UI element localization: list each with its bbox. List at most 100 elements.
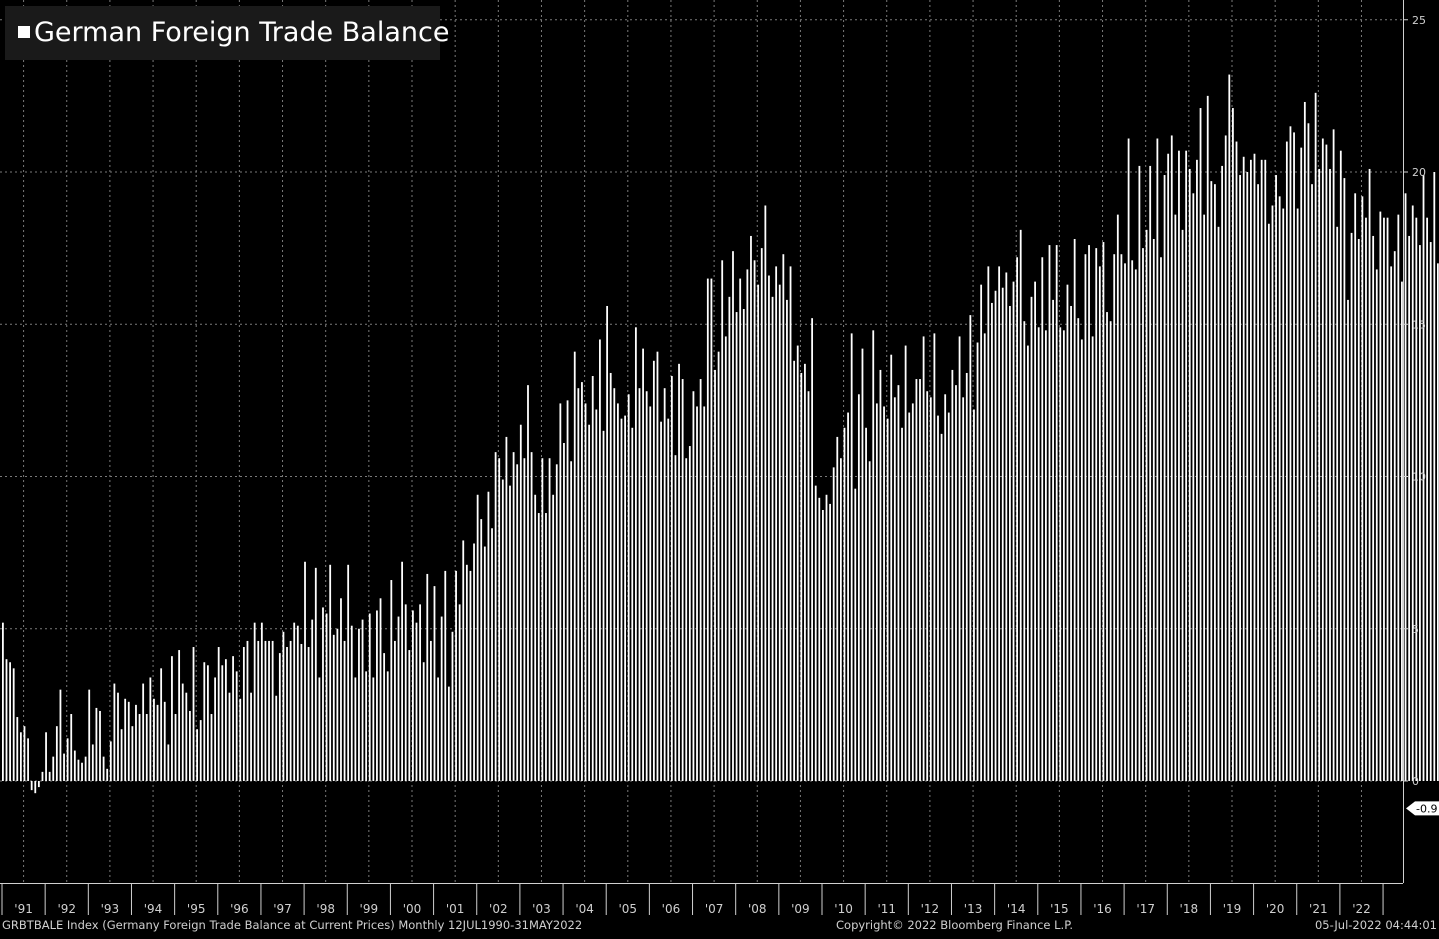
bar xyxy=(919,379,921,781)
bar xyxy=(1354,193,1357,781)
bar xyxy=(214,677,216,781)
bar xyxy=(91,744,94,781)
x-tick-label: '03 xyxy=(532,902,551,916)
bar xyxy=(1149,165,1152,781)
bar xyxy=(681,379,684,781)
bar xyxy=(12,668,15,781)
bar xyxy=(947,412,950,781)
bar xyxy=(800,372,803,781)
bar xyxy=(904,345,907,781)
bar xyxy=(386,671,389,781)
bar xyxy=(850,333,853,781)
bar xyxy=(1257,184,1259,781)
bar xyxy=(1084,254,1087,782)
bar xyxy=(1124,263,1126,782)
x-tick-label: '06 xyxy=(662,902,681,916)
bar xyxy=(1285,141,1288,782)
x-tick-label: '99 xyxy=(360,902,379,916)
bar xyxy=(1253,153,1256,782)
bar xyxy=(552,494,555,781)
bar xyxy=(825,494,828,781)
bar xyxy=(325,613,328,781)
bar xyxy=(573,351,576,781)
bar xyxy=(1426,217,1429,782)
bar xyxy=(1249,159,1252,781)
footer-ticker-description: GRBTBALE Index (Germany Foreign Trade Ba… xyxy=(2,918,583,932)
bar xyxy=(1098,266,1101,781)
bar xyxy=(235,671,238,781)
x-tick-label: '07 xyxy=(705,902,724,916)
bar xyxy=(1163,175,1166,782)
y-tick-label: 10 xyxy=(1412,471,1426,484)
bar xyxy=(1109,321,1112,781)
bar xyxy=(1260,159,1263,781)
bar xyxy=(228,692,231,781)
bar xyxy=(1127,138,1130,781)
bar xyxy=(412,610,414,781)
bar xyxy=(962,397,965,781)
bar xyxy=(512,452,515,781)
bar xyxy=(361,619,364,781)
bar xyxy=(1404,193,1407,781)
bar xyxy=(63,753,65,781)
bar xyxy=(1393,251,1396,782)
bar xyxy=(987,266,990,781)
bar xyxy=(476,494,479,781)
bar xyxy=(804,363,806,781)
bar xyxy=(771,296,774,781)
bar xyxy=(501,479,504,781)
bar xyxy=(494,452,497,781)
bar xyxy=(1052,299,1054,781)
bar xyxy=(1264,159,1267,781)
bar xyxy=(1091,336,1094,781)
x-tick-label: '94 xyxy=(144,902,163,916)
bar xyxy=(426,573,429,781)
bar xyxy=(656,351,659,781)
bar xyxy=(336,628,339,781)
bar xyxy=(983,333,986,781)
bar xyxy=(793,360,796,781)
bar xyxy=(645,391,648,781)
bar xyxy=(883,406,885,781)
bar xyxy=(1357,238,1360,782)
bar xyxy=(307,647,310,781)
bar xyxy=(278,653,281,781)
x-tick-label: '20 xyxy=(1266,902,1285,916)
bar xyxy=(304,561,306,781)
y-tick-label: 15 xyxy=(1412,318,1426,331)
bar xyxy=(1178,150,1180,781)
bar xyxy=(933,333,936,781)
x-tick-label: '16 xyxy=(1093,902,1112,916)
bar xyxy=(1009,305,1011,781)
bar xyxy=(577,388,580,781)
bar xyxy=(354,677,357,781)
bar xyxy=(1095,248,1098,781)
bar xyxy=(9,662,11,781)
bar xyxy=(699,379,702,781)
bar xyxy=(23,726,26,781)
bar xyxy=(469,570,472,781)
bar xyxy=(1048,245,1051,781)
bar xyxy=(584,403,587,781)
bar xyxy=(1059,327,1062,781)
bar xyxy=(822,509,824,781)
bar xyxy=(113,683,116,781)
bar xyxy=(199,720,202,781)
bar xyxy=(239,698,242,781)
bar xyxy=(1235,141,1238,782)
bar xyxy=(728,296,731,781)
bar xyxy=(857,394,860,781)
bar xyxy=(958,336,961,781)
footer-copyright: Copyright© 2022 Bloomberg Finance L.P. xyxy=(836,918,1073,932)
bar xyxy=(606,305,609,781)
bar xyxy=(1386,217,1389,782)
legend: German Foreign Trade Balance xyxy=(5,6,449,60)
bar xyxy=(415,622,418,781)
bar xyxy=(617,403,619,781)
bar xyxy=(1347,299,1349,781)
bar xyxy=(908,412,911,781)
bar xyxy=(732,251,734,782)
bar xyxy=(379,598,382,781)
bar xyxy=(1267,223,1270,781)
